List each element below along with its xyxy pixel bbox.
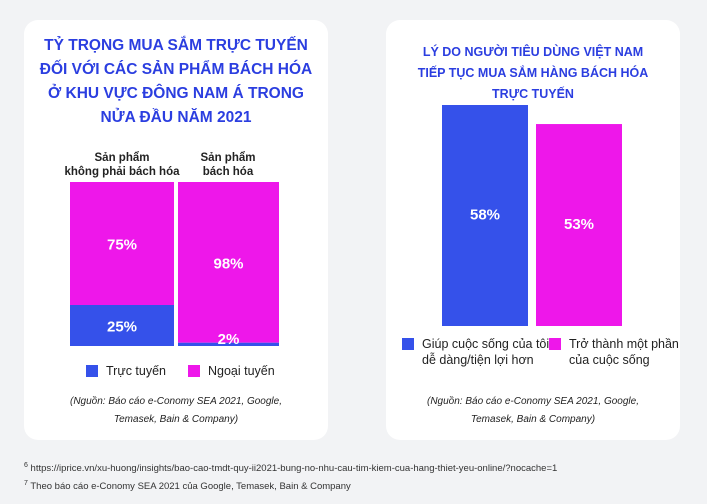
legend-item-convenience: Giúp cuộc sống của tôi dễ dàng/tiện lợi …: [402, 336, 549, 368]
legend-swatch-part-of-life: [549, 338, 561, 350]
data-label: 53%: [564, 216, 594, 233]
footnote-text: Theo báo cáo e-Conomy SEA 2021 của Googl…: [30, 481, 351, 493]
legend-item-part-of-life: Trở thành một phần của cuộc sống: [549, 336, 679, 368]
data-label: 58%: [470, 207, 500, 224]
bar-segment-offline: [70, 182, 174, 305]
data-label-online: 25%: [107, 319, 137, 336]
chart-card-reasons: LÝ DO NGƯỜI TIÊU DÙNG VIỆT NAM TIẾP TỤC …: [386, 20, 680, 440]
legend-swatch-offline: [188, 365, 200, 377]
legend-label-offline: Ngoại tuyến: [208, 364, 275, 378]
footnote-mark: 6: [24, 462, 28, 469]
legend-item-online: Trực tuyến: [86, 364, 166, 378]
legend-swatch-online: [86, 365, 98, 377]
data-label-offline: 98%: [213, 255, 243, 272]
legend-item-offline: Ngoại tuyến: [188, 364, 275, 378]
source-note: (Nguồn: Báo cáo e-Conomy SEA 2021, Googl…: [70, 396, 282, 425]
chart-title: TỶ TRỌNG MUA SẮM TRỰC TUYẾN ĐỐI VỚI CÁC …: [39, 37, 313, 126]
data-label-online: 2%: [218, 331, 240, 348]
bar-segment-offline: [178, 182, 279, 343]
bar: [536, 124, 622, 326]
stacked-bar-plot: 75% 25% 98% 2%: [70, 182, 279, 348]
legend-label-online: Trực tuyến: [106, 364, 167, 378]
footnote-text: https://iprice.vn/xu-huong/insights/bao-…: [30, 463, 558, 475]
legend-label-convenience: Giúp cuộc sống của tôi dễ dàng/tiện lợi …: [422, 337, 550, 367]
bar: [442, 105, 528, 326]
bar-segment-online: [178, 342, 279, 346]
chart-title: LÝ DO NGƯỜI TIÊU DÙNG VIỆT NAM TIẾP TỤC …: [417, 45, 649, 101]
footnote-mark: 7: [24, 480, 28, 487]
source-note: (Nguồn: Báo cáo e-Conomy SEA 2021, Googl…: [427, 396, 639, 425]
column-header-non-grocery: Sản phẩm không phải bách hóa: [64, 152, 180, 178]
chart-card-online-share: TỶ TRỌNG MUA SẮM TRỰC TUYẾN ĐỐI VỚI CÁC …: [24, 20, 328, 440]
legend-swatch-convenience: [402, 338, 414, 350]
legend-label-part-of-life: Trở thành một phần của cuộc sống: [569, 337, 679, 367]
data-label-offline: 75%: [107, 237, 137, 254]
footnote-6: 6 https://iprice.vn/xu-huong/insights/ba…: [24, 462, 557, 474]
bar-plot: 58% 53%: [442, 105, 622, 326]
bar-segment-online: [70, 305, 174, 346]
footnote-7: 7 Theo báo cáo e-Conomy SEA 2021 của Goo…: [24, 480, 351, 492]
column-header-grocery: Sản phẩm bách hóa: [200, 152, 256, 178]
